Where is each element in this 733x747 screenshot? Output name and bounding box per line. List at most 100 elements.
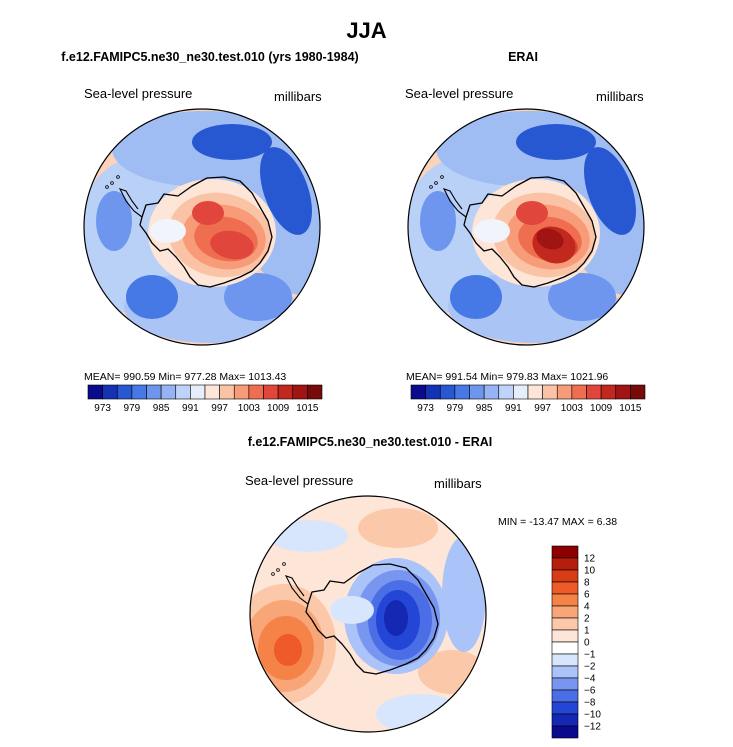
diff-colorbar-box-14 [551,713,579,727]
obs-colorbar-tick-2: 985 [476,403,493,414]
diff-units-label: millibars [434,476,482,491]
model-colorbar-box-3 [131,384,147,400]
obs-colorbar-box-11 [571,384,587,400]
diff-colorbar-tick-2: 8 [584,578,590,589]
obs-colorbar-tick-4: 997 [534,403,551,414]
model-colorbar-box-0 [87,384,103,400]
model-map-west-lowband [84,157,186,313]
diff-colorbar-tick-4: 4 [584,602,590,613]
diff-colorbar-tick-1: 10 [584,566,596,577]
diff-map-island-1 [271,572,275,576]
diff-colorbar-box-0 [551,545,579,559]
obs-units-label: millibars [596,89,644,104]
diff-colorbar-tick-3: 6 [584,590,590,601]
obs-map-high-ring4b [516,201,548,225]
obs-colorbar-tick-6: 1009 [590,403,613,414]
obs-colorbar-box-3 [454,384,470,400]
obs-map-continent-outline [463,176,597,288]
diff-map [250,496,486,732]
diff-map-continent-outline [305,563,439,675]
model-map-shelf-light [150,219,186,243]
diff-colorbar-tick-8: −1 [584,650,596,661]
diff-panel-title: f.e12.FAMIPC5.ne30_ne30.test.010 - ERAI [247,435,493,449]
model-map-island-1 [105,185,109,189]
model-units-label: millibars [274,89,322,104]
model-colorbar: 973 979 985 991 997 1003 1009 1015 [87,384,323,414]
diff-colorbar-tick-0: 12 [584,554,596,565]
diff-colorbar-box-3 [551,581,579,595]
obs-colorbar-box-13 [600,384,617,400]
diff-colorbar-box-1 [551,557,579,571]
diff-map-peninsula-outline [284,575,309,605]
diff-map-island-0 [276,568,280,572]
obs-colorbar-box-5 [483,384,500,400]
diff-map-north-high [358,508,438,548]
model-colorbar-box-13 [277,384,294,400]
obs-map-low-center-w [420,191,456,251]
diff-colorbar-tick-10: −4 [584,674,596,685]
diff-variable-label: Sea-level pressure [245,473,354,488]
model-colorbar-box-9 [219,384,235,400]
diff-map-frame [249,495,487,733]
diff-colorbar-tick-12: −8 [584,698,596,709]
model-map-low-center-e [260,147,312,235]
obs-variable-label: Sea-level pressure [405,86,514,101]
model-colorbar-box-12 [263,384,279,400]
obs-colorbar-box-7 [513,384,529,400]
diff-colorbar-box-4 [551,593,579,607]
diff-colorbar-tick-7: 0 [584,638,590,649]
model-map-high-ring4b [192,201,224,225]
diff-colorbar-box-11 [551,677,579,691]
diff-map-west-high-core [274,634,302,666]
obs-colorbar-box-2 [439,384,456,400]
obs-map-low-center-n [516,124,596,160]
obs-colorbar-tick-1: 979 [447,403,464,414]
diff-map-south-low [376,694,464,732]
obs-colorbar-box-1 [425,384,441,400]
obs-map [408,109,644,345]
model-variable-label: Sea-level pressure [84,86,193,101]
obs-map-frame [407,108,645,346]
obs-colorbar-box-9 [542,384,558,400]
obs-colorbar-box-6 [498,384,514,400]
model-colorbar-box-1 [102,384,118,400]
model-map-low-center-se [224,273,292,321]
obs-colorbar-box-4 [469,384,485,400]
obs-map-west-lowband [408,157,510,313]
obs-colorbar-box-0 [410,384,426,400]
diff-map-island-2 [282,562,286,566]
obs-map-island-0 [434,181,438,185]
model-colorbar-box-8 [204,384,220,400]
model-colorbar-box-14 [292,384,308,400]
model-map-peninsula-outline [118,188,143,218]
obs-colorbar-box-10 [556,384,573,400]
model-map-low-center-n [192,124,272,160]
diff-colorbar-box-6 [551,617,579,631]
obs-colorbar-tick-3: 991 [505,403,522,414]
model-colorbar-tick-3: 991 [182,403,199,414]
model-map-low-center-w [96,191,132,251]
model-colorbar-box-10 [233,384,250,400]
obs-map-high-ring6 [536,228,564,250]
obs-colorbar-box-12 [586,384,602,400]
model-colorbar-box-6 [175,384,191,400]
model-colorbar-box-7 [190,384,206,400]
obs-colorbar-box-8 [527,384,543,400]
model-colorbar-tick-2: 985 [153,403,170,414]
obs-stats: MEAN= 991.54 Min= 979.83 Max= 1021.96 [406,371,609,383]
model-map-low-center-sw [126,275,178,319]
obs-colorbar-box-15 [630,384,646,400]
model-colorbar-box-5 [160,384,177,400]
model-stats: MEAN= 990.59 Min= 977.28 Max= 1013.43 [84,371,287,383]
model-map-island-0 [110,181,114,185]
model-map [84,109,320,345]
obs-map-island-1 [429,185,433,189]
obs-colorbar-box-14 [615,384,631,400]
model-map-high-ring4 [210,230,254,260]
diff-colorbar-box-8 [551,641,579,655]
obs-map-shelf-light [474,219,510,243]
model-map-continent-outline [139,176,273,288]
diff-map-low-core [384,600,408,636]
obs-map-island-2 [440,175,444,179]
